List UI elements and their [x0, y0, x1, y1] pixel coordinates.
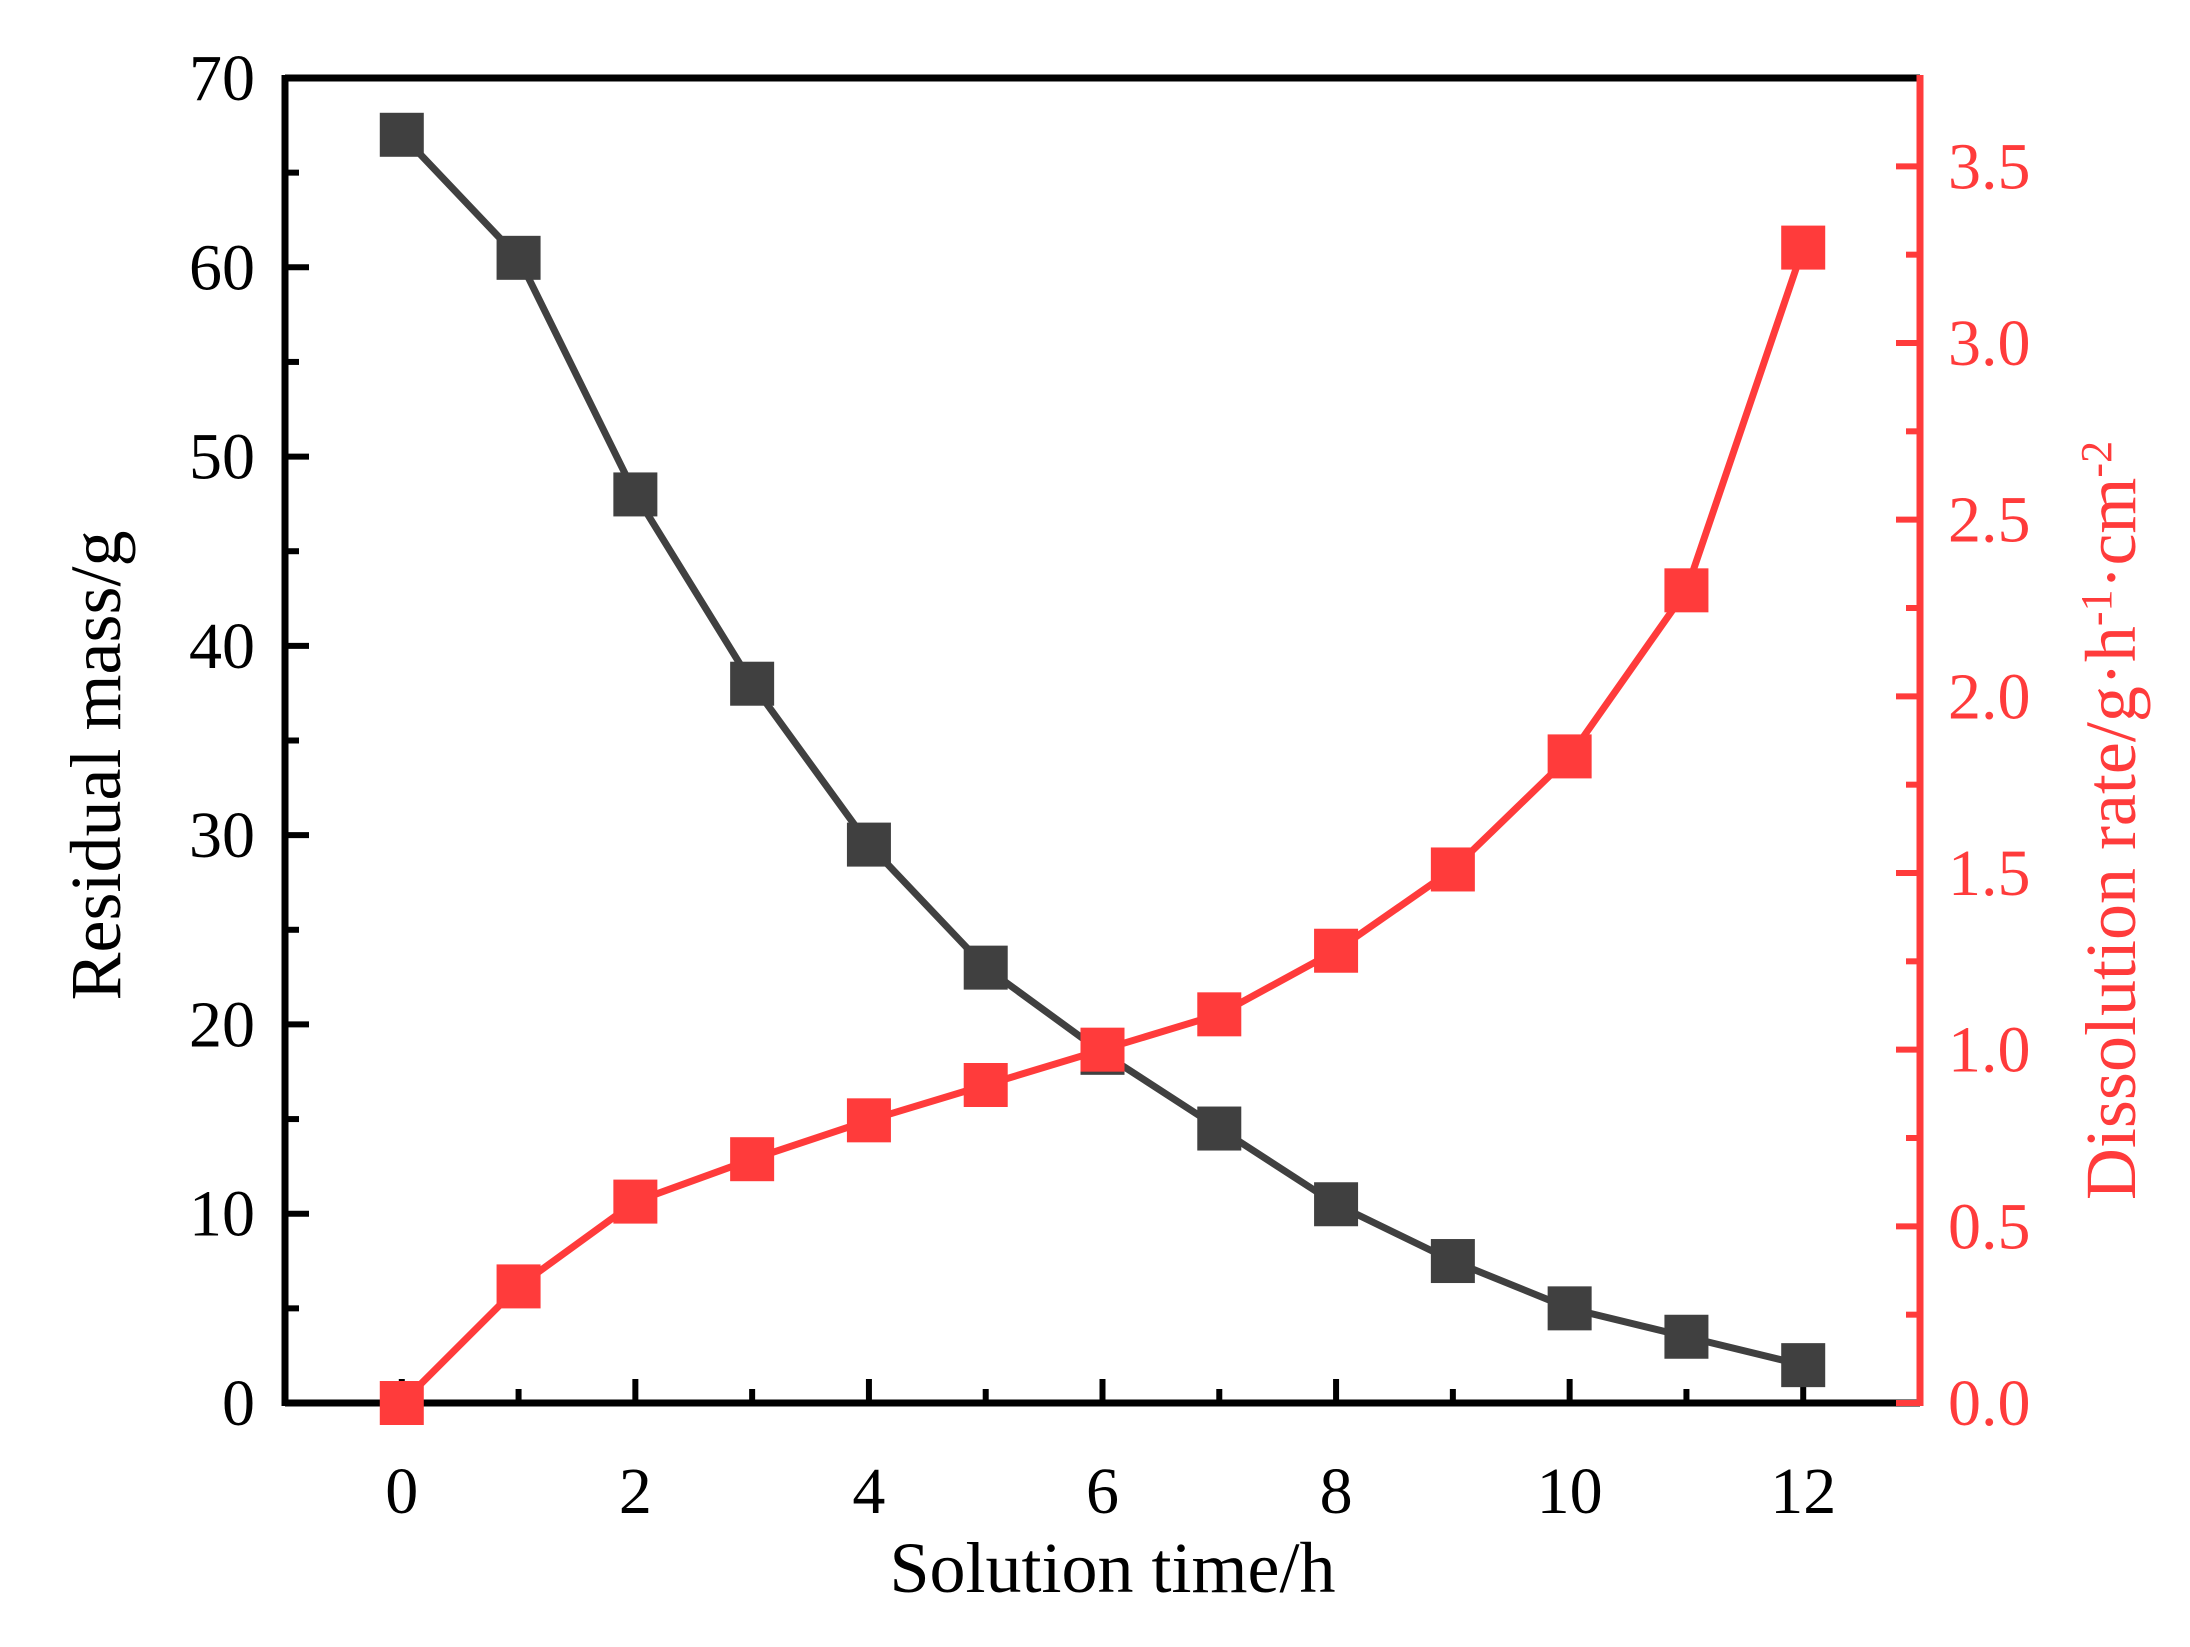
left-tick-label: 0 [222, 1367, 255, 1440]
right-tick-label: 0.5 [1948, 1190, 2031, 1263]
dissolution-rate-line [399, 246, 1807, 1406]
left-tick-label: 30 [189, 799, 255, 872]
residual-mass-marker [963, 945, 1008, 990]
left-tick-label: 40 [189, 610, 255, 683]
residual-mass-marker [1547, 1286, 1592, 1331]
right-y-axis: 0.0 0.5 1.0 1.5 2.0 2.5 3.0 3.5 [1896, 75, 2031, 1440]
right-y-axis-title-sup1: -1 [2072, 590, 2121, 627]
series-layer [379, 112, 1826, 1425]
left-tick-label: 60 [189, 231, 255, 304]
dissolution-rate-marker [1664, 568, 1709, 613]
residual-mass-marker [379, 112, 424, 157]
dissolution-rate-marker [963, 1063, 1008, 1107]
residual-mass-series [379, 112, 1826, 1388]
residual-mass-marker [1781, 1343, 1826, 1388]
right-y-axis-title-prefix: Dissolution rate/g·h [2071, 626, 2151, 1200]
left-tick-label: 70 [189, 42, 255, 115]
right-tick-label: 1.0 [1948, 1014, 2031, 1087]
dissolution-rate-marker [496, 1264, 541, 1309]
x-tick-label: 0 [385, 1455, 418, 1528]
left-y-axis: 0 10 20 30 40 50 60 70 [189, 42, 309, 1440]
dissolution-rate-marker [613, 1179, 658, 1224]
residual-mass-marker [1430, 1239, 1475, 1284]
dissolution-rate-marker [379, 1381, 424, 1425]
dissolution-rate-marker [1080, 1027, 1125, 1072]
right-tick-label: 3.5 [1948, 130, 2031, 203]
right-y-axis-title: Dissolution rate/g·h-1·cm-2 [2071, 441, 2151, 1200]
x-axis-title: Solution time/h [889, 1528, 1335, 1608]
right-tick-label: 0.0 [1948, 1367, 2031, 1440]
residual-mass-marker [730, 661, 775, 706]
right-tick-label: 2.0 [1948, 660, 2031, 733]
dissolution-rate-marker [1314, 928, 1359, 973]
dissolution-rate-marker [730, 1137, 775, 1182]
x-tick-label: 8 [1320, 1455, 1353, 1528]
dissolution-rate-marker [1781, 225, 1826, 270]
right-tick-label: 3.0 [1948, 307, 2031, 380]
dissolution-rate-marker [1547, 734, 1592, 779]
residual-mass-marker [613, 472, 658, 517]
right-y-axis-title-sup2: -2 [2072, 441, 2121, 478]
dissolution-rate-series [379, 225, 1826, 1425]
residual-mass-marker [1197, 1106, 1242, 1151]
residual-mass-marker [846, 822, 891, 867]
right-tick-label: 2.5 [1948, 484, 2031, 557]
residual-mass-line [399, 132, 1805, 1369]
left-tick-label: 10 [189, 1178, 255, 1251]
right-tick-label: 1.5 [1948, 837, 2031, 910]
left-y-axis-title: Residual mass/g [56, 531, 136, 1001]
dissolution-rate-marker [1430, 847, 1475, 892]
x-tick-label: 10 [1537, 1455, 1603, 1528]
x-tick-label: 6 [1086, 1455, 1119, 1528]
x-tick-label: 12 [1770, 1455, 1836, 1528]
dissolution-rate-marker [846, 1098, 891, 1143]
x-tick-label: 4 [852, 1455, 885, 1528]
residual-mass-marker [1314, 1182, 1359, 1227]
left-tick-label: 20 [189, 988, 255, 1061]
residual-mass-marker [1664, 1314, 1709, 1359]
right-y-axis-title-middle: ·cm [2071, 478, 2151, 590]
x-tick-label: 2 [619, 1455, 652, 1528]
residual-mass-marker [496, 235, 541, 280]
dissolution-rate-marker [1197, 992, 1242, 1037]
left-tick-label: 50 [189, 421, 255, 494]
